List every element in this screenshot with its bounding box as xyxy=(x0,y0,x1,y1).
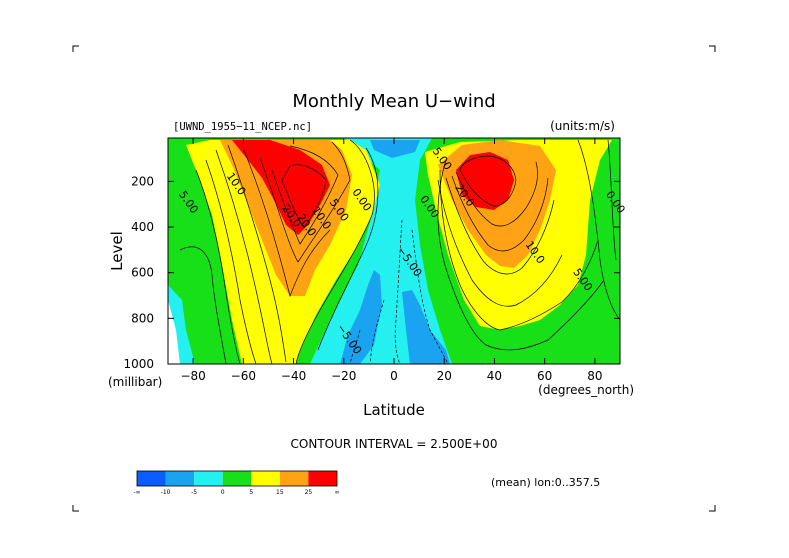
colorbar-tick-label: -∞ xyxy=(133,489,140,496)
x-tick-label: 20 xyxy=(437,369,452,383)
corner-mark-top-right xyxy=(709,45,716,52)
white-region xyxy=(168,300,180,364)
colorbar-tick-label: -10 xyxy=(161,489,171,496)
x-axis-title: Latitude xyxy=(363,401,425,419)
contour-lines xyxy=(179,139,620,364)
corner-mark-bottom-right xyxy=(709,505,716,512)
x-tick-label: −40 xyxy=(281,369,306,383)
colorbar-swatch xyxy=(308,471,337,486)
colorbar-tick-label: 25 xyxy=(305,489,313,496)
x-tick-label: 80 xyxy=(587,369,602,383)
colorbar-tick-label: ∞ xyxy=(335,489,340,496)
y-tick-label: 400 xyxy=(131,220,154,234)
y-tick-label: 200 xyxy=(131,174,154,188)
y-tick-label: 800 xyxy=(131,311,154,325)
x-tick-label: 60 xyxy=(537,369,552,383)
x-tick-label: −20 xyxy=(331,369,356,383)
y-tick-label: 600 xyxy=(131,266,154,280)
colorbar: -∞ -10 -5 0 5 15 25 ∞ xyxy=(133,470,340,496)
x-tick-label: −60 xyxy=(231,369,256,383)
red-region-south xyxy=(232,140,330,235)
colorbar-swatch xyxy=(194,471,223,486)
y-units-label: (millibar) xyxy=(108,375,162,389)
x-units-label: (degrees_north) xyxy=(538,383,634,397)
blue-region-left xyxy=(340,270,382,364)
corner-mark-bottom-left xyxy=(72,505,79,512)
corner-mark-top-left xyxy=(72,45,79,52)
chart-title: Monthly Mean U−wind xyxy=(292,91,495,112)
units-label: (units:m/s) xyxy=(550,119,615,133)
colorbar-tick-label: -5 xyxy=(191,489,197,496)
blue-region-top xyxy=(370,140,420,158)
red-region-north xyxy=(456,152,514,210)
y-tick-label: 1000 xyxy=(123,357,154,371)
x-axis-ticks: −80 −60 −40 −20 0 20 40 60 80 xyxy=(180,138,603,383)
colorbar-frame xyxy=(136,470,338,487)
negative-contour-lines xyxy=(349,219,449,364)
plot-area xyxy=(168,138,620,364)
mean-label: (mean) lon:0..357.5 xyxy=(491,476,600,489)
colorbar-swatch xyxy=(137,471,166,486)
y-axis-title: Level xyxy=(108,231,126,271)
y-axis-ticks: 200 400 600 800 1000 xyxy=(123,174,620,371)
dataset-label: [UWND_1955−11_NCEP.nc] xyxy=(173,121,312,133)
colorbar-swatch xyxy=(222,471,252,486)
colorbar-tick-label: 0 xyxy=(221,489,225,496)
x-tick-label: −80 xyxy=(180,369,205,383)
colorbar-swatch xyxy=(251,471,280,486)
contour-interval-label: CONTOUR INTERVAL = 2.500E+00 xyxy=(291,437,498,451)
colorbar-swatch xyxy=(165,471,195,486)
x-tick-label: 0 xyxy=(390,369,398,383)
x-tick-label: 40 xyxy=(487,369,502,383)
blue-region-right xyxy=(402,290,450,364)
corner-marks xyxy=(72,45,716,512)
colorbar-tick-label: 5 xyxy=(249,489,253,496)
colorbar-swatch xyxy=(279,471,309,486)
colorbar-tick-label: 15 xyxy=(276,489,284,496)
